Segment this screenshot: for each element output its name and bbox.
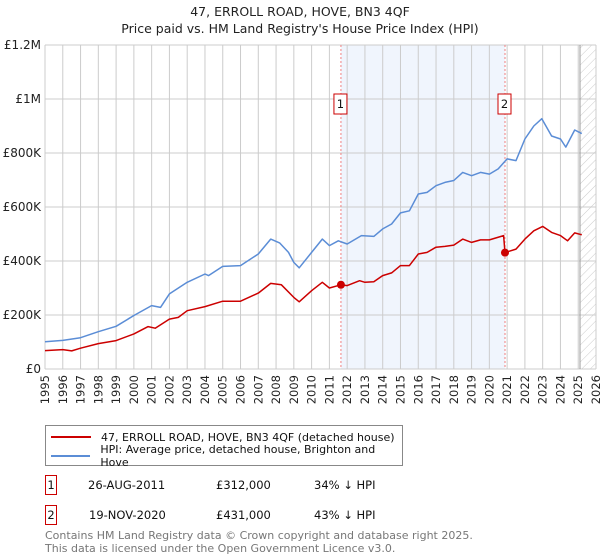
x-tick-label: 2021 [500, 375, 514, 404]
chart-plot: 1995 1996 1997 1998 1999 2000 2001 2002 2003 2004… [3, 38, 600, 404]
legend-item-property: 47, ERROLL ROAD, HOVE, BN3 4QF (detached… [51, 429, 395, 445]
y-tick-label: £1.2M [4, 38, 41, 52]
footer: Contains HM Land Registry data © Crown c… [45, 529, 473, 555]
transaction-marker: 2 [45, 505, 57, 525]
x-tick-label: 2017 [429, 375, 443, 404]
sale-point [336, 280, 345, 289]
property-series-line [44, 225, 582, 352]
x-tick-label: 2024 [553, 375, 567, 404]
x-tick-label: 2001 [145, 375, 159, 404]
x-tick-label: 2005 [216, 375, 230, 404]
x-tick-label: 1997 [74, 375, 88, 404]
x-tick-label: 2009 [287, 375, 301, 404]
legend-swatch-red [51, 436, 91, 438]
x-tick-label: 2022 [518, 375, 532, 404]
legend-swatch-blue [51, 455, 91, 457]
x-tick-label: 2011 [322, 375, 336, 404]
hpi-series-line [44, 117, 583, 343]
legend-label: HPI: Average price, detached house, Brig… [100, 443, 376, 469]
transaction-date: 26-AUG-2011 [88, 478, 166, 492]
sale-label-box: 1 [333, 93, 348, 115]
y-tick-label: £1M [15, 92, 41, 106]
transaction-marker: 1 [45, 475, 57, 495]
sale-label-text: 2 [501, 97, 508, 111]
legend-label: 47, ERROLL ROAD, HOVE, BN3 4QF (detached… [101, 430, 395, 444]
x-tick-label: 2012 [340, 375, 354, 404]
sale-point [500, 248, 509, 257]
sale-label-box: 2 [497, 93, 512, 115]
x-tick-label: 2007 [251, 375, 265, 404]
transaction-hpi: 43% ↓ HPI [314, 508, 376, 522]
x-tick-label: 2019 [465, 375, 479, 404]
x-tick-label: 1995 [38, 375, 52, 404]
transaction-price: £312,000 [216, 478, 271, 492]
sale-label-text: 1 [337, 97, 344, 111]
chart-subtitle: Price paid vs. HM Land Registry's House … [121, 21, 479, 36]
legend: 47, ERROLL ROAD, HOVE, BN3 4QF (detached… [45, 425, 403, 469]
y-tick-label: £600K [3, 200, 43, 214]
transaction-price: £431,000 [216, 508, 271, 522]
sale-label-frame [333, 93, 348, 115]
sale-label-frame [497, 93, 512, 115]
x-tick-label: 2008 [269, 375, 283, 404]
y-tick-label: £400K [3, 254, 43, 268]
x-tick-label: 1996 [56, 375, 70, 404]
x-tick-label: 2014 [376, 375, 390, 404]
x-tick-label: 2004 [198, 375, 212, 404]
y-tick-label: £0 [26, 362, 41, 376]
x-tick-label: 2025 [571, 375, 585, 404]
x-tick-label: 2003 [180, 375, 194, 404]
transaction-hpi: 34% ↓ HPI [314, 478, 376, 492]
x-tick-label: 2000 [127, 375, 141, 404]
x-tick-label: 2018 [447, 375, 461, 404]
x-tick-label: 2002 [162, 375, 176, 404]
y-tick-label: £800K [3, 146, 43, 160]
x-tick-label: 1998 [91, 375, 105, 404]
x-tick-label: 2016 [411, 375, 425, 404]
transaction-date: 19-NOV-2020 [89, 508, 166, 522]
legend-item-hpi: HPI: Average price, detached house, Brig… [51, 443, 402, 469]
x-tick-label: 2010 [305, 375, 319, 404]
footer-copyright: Contains HM Land Registry data © Crown c… [45, 529, 473, 542]
x-tick-label: 2026 [589, 375, 600, 404]
x-tick-label: 2006 [234, 375, 248, 404]
x-tick-label: 2013 [358, 375, 372, 404]
chart-title: 47, ERROLL ROAD, HOVE, BN3 4QF [190, 4, 410, 19]
footer-licence: This data is licensed under the Open Gov… [45, 542, 396, 555]
x-tick-label: 2023 [536, 375, 550, 404]
x-tick-label: 2020 [482, 375, 496, 404]
x-tick-label: 1999 [109, 375, 123, 404]
x-tick-label: 2015 [393, 375, 407, 404]
y-tick-label: £200K [3, 308, 43, 322]
